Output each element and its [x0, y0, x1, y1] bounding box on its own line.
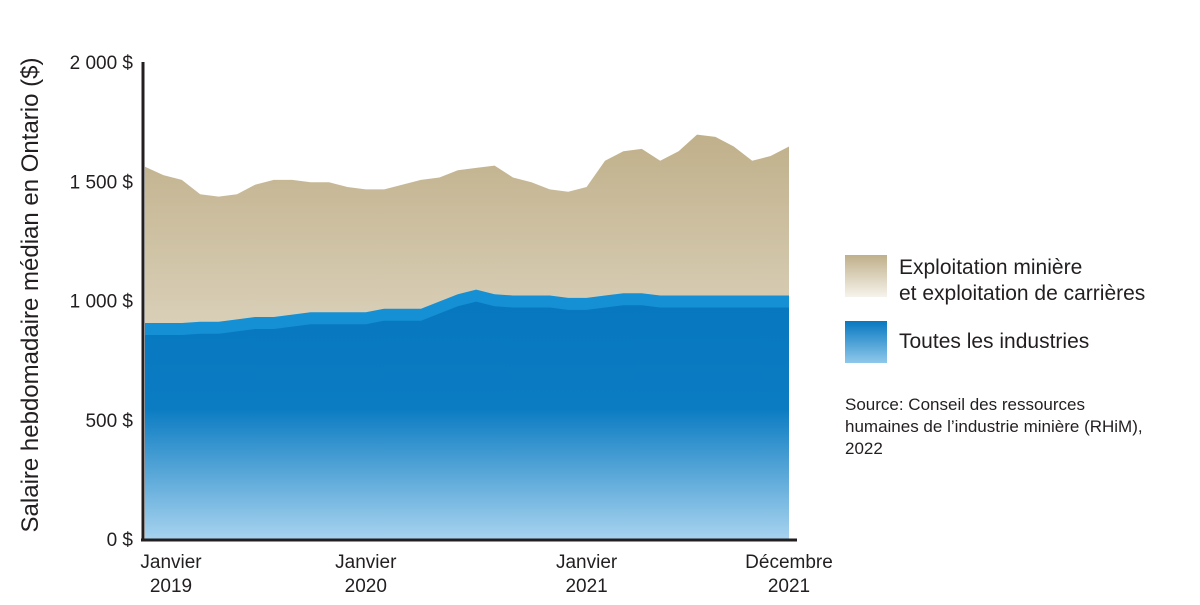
x-tick-label-month: Janvier — [140, 552, 202, 573]
x-tick-label-year: 2019 — [150, 576, 192, 597]
y-axis-label: Salaire hebdomadaire médian en Ontario (… — [17, 58, 44, 533]
x-tick-label-year: 2020 — [345, 576, 387, 597]
legend-label-mining: Exploitation minière et exploitation de … — [899, 256, 1146, 305]
legend-item-mining: Exploitation minière et exploitation de … — [845, 255, 1195, 307]
x-tick-label-year: 2021 — [768, 576, 810, 597]
y-tick-label: 2 000 $ — [70, 53, 134, 74]
y-tick-label: 1 500 $ — [70, 172, 134, 193]
legend: Exploitation minière et exploitation de … — [845, 255, 1195, 377]
y-tick-label: 0 $ — [107, 530, 134, 551]
series-area-all-industries — [145, 301, 789, 540]
legend-swatch-all-industries — [845, 321, 887, 363]
x-tick-label-month: Décembre — [745, 552, 833, 573]
legend-label-all-industries: Toutes les industries — [899, 330, 1090, 353]
x-tick-label-month: Janvier — [335, 552, 397, 573]
legend-item-all-industries: Toutes les industries — [845, 321, 1195, 363]
legend-swatch-mining — [845, 255, 887, 297]
x-tick-label-month: Janvier — [556, 552, 618, 573]
y-tick-label: 500 $ — [85, 411, 133, 432]
y-tick-label: 1 000 $ — [70, 292, 134, 313]
source-note: Source: Conseil des ressources humaines … — [845, 395, 1143, 458]
x-tick-label-year: 2021 — [565, 576, 607, 597]
